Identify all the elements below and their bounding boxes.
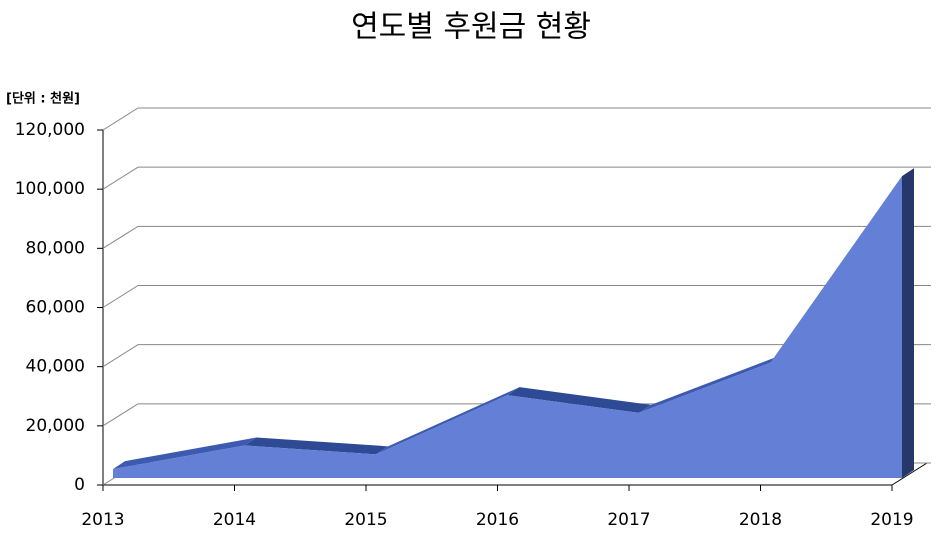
- y-tick-label: 0: [74, 475, 85, 495]
- x-tick-label: 2019: [870, 510, 913, 530]
- x-tick-label: 2016: [476, 510, 519, 530]
- grid-line: [102, 225, 931, 249]
- area-top-band: [507, 387, 651, 413]
- x-tick-label: 2018: [739, 510, 782, 530]
- x-tick-label: 2015: [344, 510, 387, 530]
- area-top-band: [244, 437, 388, 455]
- area-side: [902, 168, 914, 478]
- area: [113, 176, 902, 478]
- y-tick-label: 120,000: [15, 120, 85, 140]
- grid-line: [102, 285, 931, 308]
- x-tick-label: 2013: [81, 510, 124, 530]
- floor-edge: [891, 462, 928, 486]
- grid-line: [102, 166, 931, 190]
- area-top-band: [376, 387, 520, 455]
- area-top-band: [113, 437, 257, 470]
- unit-label: [단위 : 천원]: [6, 91, 80, 107]
- area-top-band: [639, 354, 783, 413]
- x-tick-label: 2017: [607, 510, 650, 530]
- y-tick-label: 40,000: [26, 357, 85, 377]
- chart-title: 연도별 후원금 현황: [351, 10, 591, 45]
- y-tick-label: 100,000: [15, 179, 85, 199]
- grid-line: [102, 344, 931, 368]
- y-tick-label: 20,000: [26, 416, 85, 436]
- y-tick-label: 60,000: [26, 298, 85, 318]
- grid-line: [102, 107, 931, 131]
- x-tick-label: 2014: [213, 510, 256, 530]
- y-tick-label: 80,000: [26, 238, 85, 258]
